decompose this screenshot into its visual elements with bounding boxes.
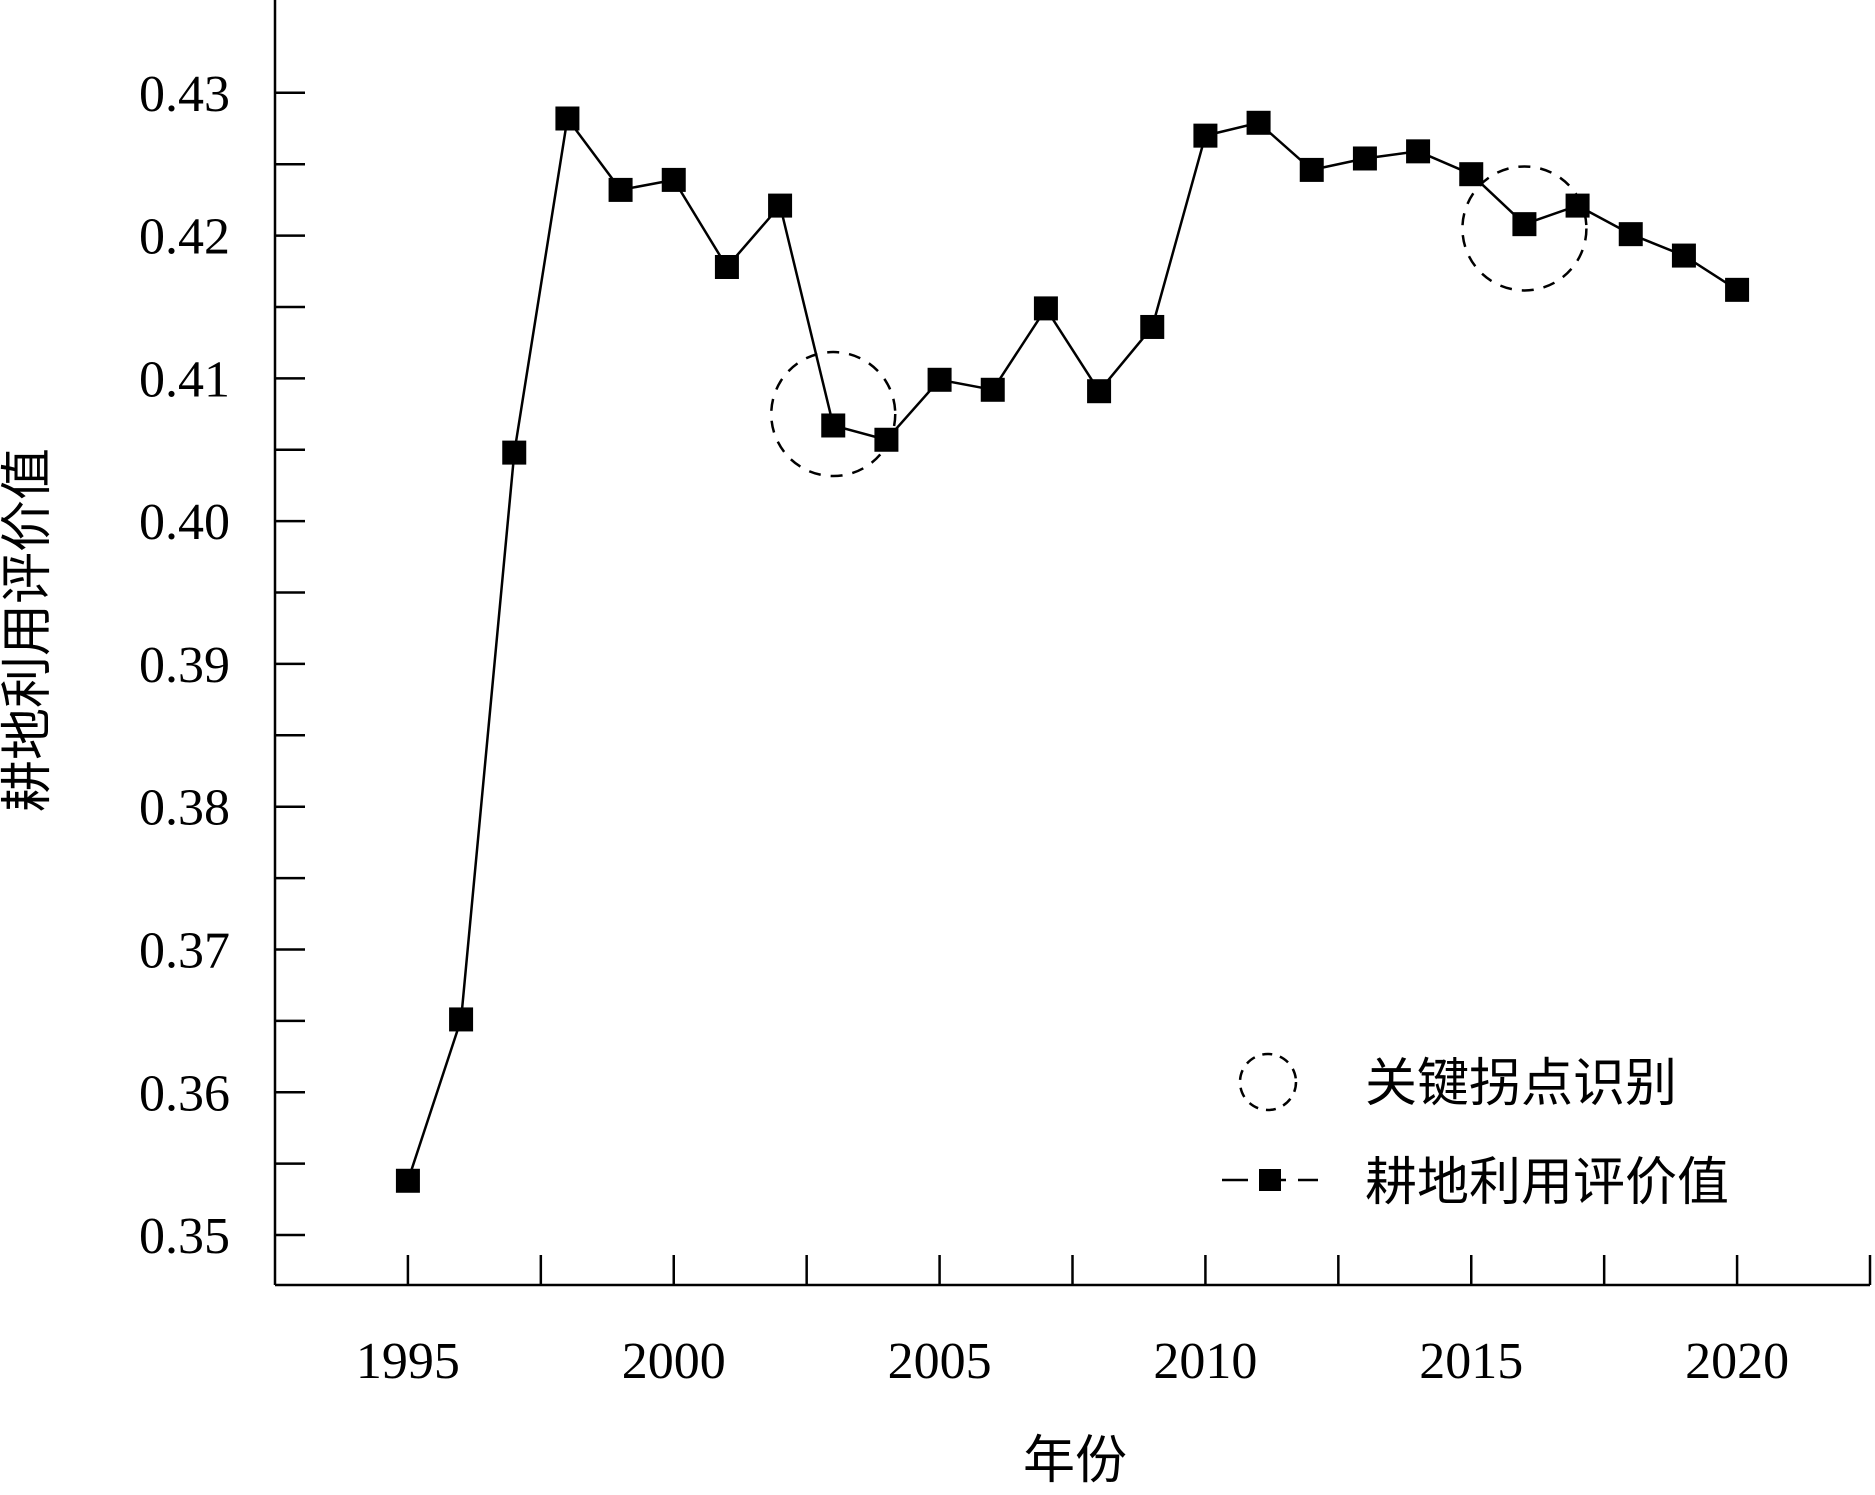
x-tick-label: 2010 [1153, 1333, 1257, 1390]
data-point [1671, 243, 1696, 268]
y-tick-label: 0.40 [139, 494, 230, 551]
turning-point-circle [1461, 165, 1588, 292]
data-point [1618, 222, 1643, 247]
y-axis-ticks: 0.35 0.36 0.37 0.38 0.39 0.40 0.41 0.42 0.43 [139, 66, 305, 1265]
legend-label-series: 耕地利用评价值 [1365, 1155, 1729, 1212]
data-point [821, 413, 846, 438]
x-axis-ticks: 1995 2000 2005 2010 2015 2020 [356, 1255, 1872, 1390]
data-point [555, 106, 580, 131]
data-point [768, 193, 793, 218]
data-point [1033, 296, 1058, 321]
legend: 关键拐点识别 耕地利用评价值 [1222, 1052, 1729, 1212]
data-point [927, 367, 952, 392]
data-point [661, 167, 686, 192]
data-point [1459, 162, 1484, 187]
data-point [1512, 212, 1537, 237]
data-point [449, 1007, 474, 1032]
y-axis-title: 耕地利用评价值 [0, 448, 57, 812]
x-tick-label: 2015 [1419, 1333, 1523, 1390]
data-point [1193, 123, 1218, 148]
data-point [1352, 146, 1377, 171]
data-point [395, 1168, 420, 1193]
turning-point-circle [770, 350, 897, 478]
legend-label-turning-point: 关键拐点识别 [1365, 1056, 1677, 1113]
data-point [608, 177, 633, 202]
x-tick-label: 2000 [622, 1333, 726, 1390]
x-tick-label: 2005 [888, 1333, 992, 1390]
series-layer [395, 106, 1750, 1193]
y-tick-label: 0.42 [139, 209, 230, 266]
data-point [502, 440, 527, 465]
y-tick-label: 0.38 [139, 780, 230, 837]
data-point [980, 377, 1005, 402]
legend-square-marker [1259, 1169, 1281, 1191]
y-tick-label: 0.43 [139, 66, 230, 123]
x-tick-label: 1995 [356, 1333, 460, 1390]
data-point [1725, 277, 1750, 302]
y-tick-label: 0.36 [139, 1065, 230, 1122]
legend-dashed-circle-symbol [1238, 1052, 1298, 1112]
data-point [874, 427, 899, 452]
y-tick-label: 0.35 [139, 1208, 230, 1265]
data-point [1246, 110, 1271, 135]
x-axis-title: 年份 [1023, 1433, 1127, 1490]
data-point [714, 254, 739, 279]
y-tick-label: 0.41 [139, 351, 230, 408]
data-point [1299, 157, 1324, 182]
data-point [1406, 139, 1431, 164]
series-line [406, 115, 1738, 1182]
data-point [1140, 314, 1165, 339]
annotation-layer [770, 165, 1588, 478]
x-tick-label: 2020 [1685, 1333, 1789, 1390]
data-point [1087, 379, 1112, 404]
y-tick-label: 0.39 [139, 637, 230, 694]
y-tick-label: 0.37 [139, 922, 230, 979]
